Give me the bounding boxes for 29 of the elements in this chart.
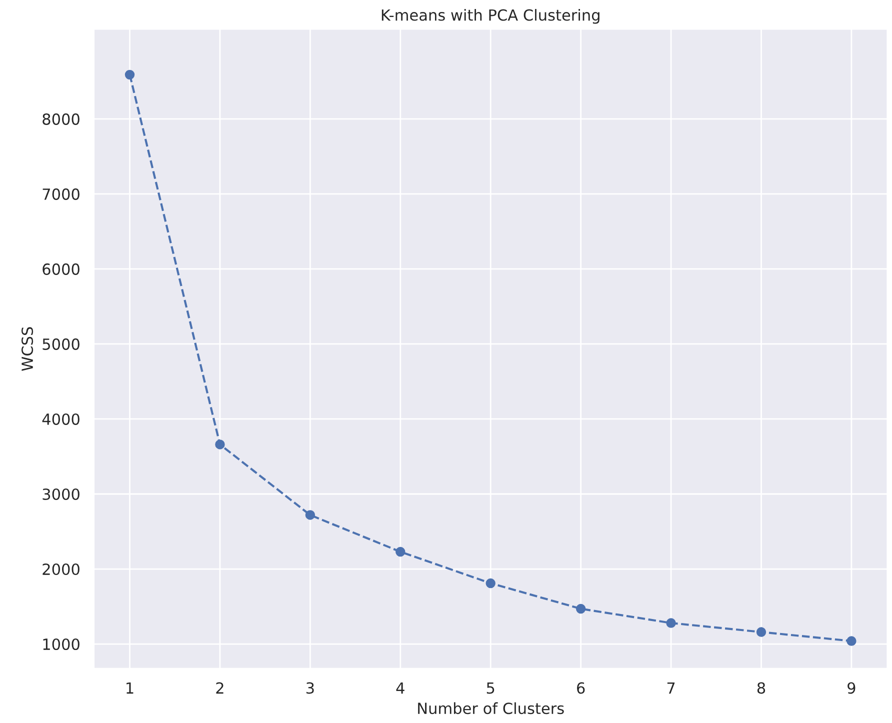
y-tick-label: 2000 xyxy=(42,563,80,576)
x-tick-label: 2 xyxy=(216,682,224,694)
y-axis-title: WCSS xyxy=(22,327,34,371)
y-tick-label: 7000 xyxy=(42,188,80,200)
x-tick-label: 3 xyxy=(306,682,314,694)
point xyxy=(124,70,135,80)
point xyxy=(396,546,406,557)
point xyxy=(756,627,766,637)
point xyxy=(215,440,225,450)
point xyxy=(666,618,676,628)
point xyxy=(846,636,856,646)
chart-title: K-means with PCA Clustering xyxy=(382,8,600,24)
x-tick-label: 4 xyxy=(396,682,404,694)
y-tick-label: 1000 xyxy=(43,638,80,650)
y-tick-label: 6000 xyxy=(42,263,80,275)
x-axis-title: Number of Clusters xyxy=(418,702,564,714)
x-tick-label: 1 xyxy=(126,682,134,694)
x-tick-label: 6 xyxy=(577,682,585,694)
x-tick-label: 8 xyxy=(757,682,766,694)
y-tick-label: 4000 xyxy=(42,413,80,426)
y-tick-label: 8000 xyxy=(42,113,80,125)
point xyxy=(305,510,316,520)
x-tick-label: 7 xyxy=(667,682,675,694)
x-tick-label: 5 xyxy=(486,682,494,694)
point xyxy=(486,578,496,588)
point xyxy=(576,604,586,614)
y-tick-label: 5000 xyxy=(42,338,80,350)
x-tick-label: 9 xyxy=(848,682,856,694)
y-tick-label: 3000 xyxy=(42,488,80,500)
